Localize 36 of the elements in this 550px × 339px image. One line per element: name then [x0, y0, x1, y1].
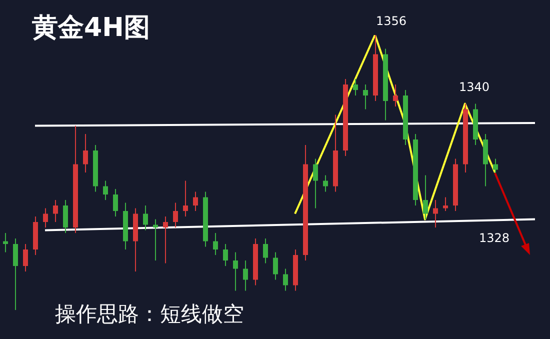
- candlestick: [393, 84, 398, 107]
- candlestick: [113, 188, 118, 217]
- candlestick: [63, 200, 68, 234]
- candlestick: [53, 200, 58, 222]
- annotation: 1328: [479, 231, 510, 245]
- candlestick: [283, 268, 288, 292]
- annotation: 操作思路：短线做空: [55, 301, 244, 328]
- candlestick: [243, 260, 248, 292]
- text: 1356: [376, 14, 407, 28]
- candlestick: [173, 202, 178, 228]
- candlestick: [83, 134, 88, 173]
- candlestick: [163, 216, 168, 264]
- candlestick: [103, 180, 108, 200]
- candlestick: [233, 252, 238, 292]
- candlestick: [143, 205, 148, 231]
- candlestick: [153, 218, 158, 261]
- chart-title: 黄金4H图: [32, 12, 150, 45]
- candlestick: [433, 200, 438, 228]
- candlestick: [193, 191, 198, 212]
- candlestick: [323, 174, 328, 192]
- candlestick: [263, 238, 268, 264]
- candlestick: [183, 180, 188, 217]
- candlestick: [13, 238, 18, 310]
- candlestick: [223, 244, 228, 266]
- candlestick: [213, 232, 218, 256]
- candlestick: [363, 84, 368, 110]
- candlestick: [273, 252, 278, 280]
- candlestick: [423, 174, 428, 220]
- candlestick: [43, 208, 48, 228]
- candlestick: [353, 78, 358, 96]
- candlestick: [313, 158, 318, 209]
- candlestick: [3, 232, 8, 253]
- annotation: 1340: [459, 80, 490, 94]
- candlestick: [493, 158, 498, 176]
- candlestick: [23, 244, 28, 272]
- candlestick: [443, 196, 448, 212]
